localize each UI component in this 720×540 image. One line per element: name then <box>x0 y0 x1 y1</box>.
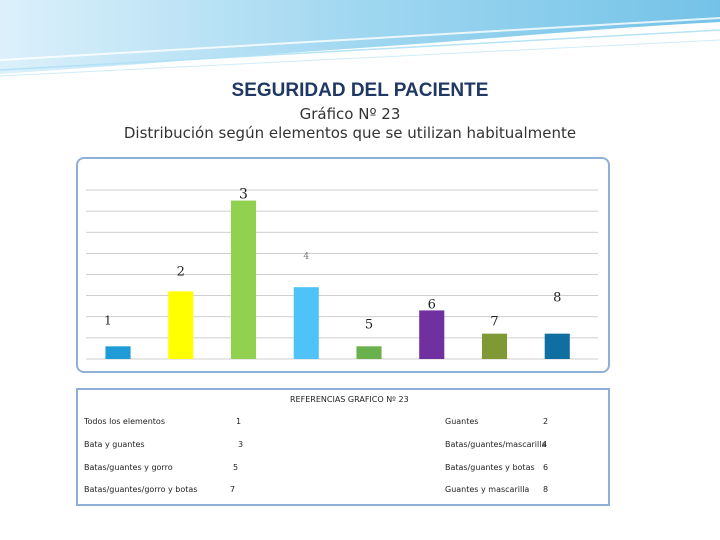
legend-number: 4 <box>542 440 548 449</box>
legend-label: Batas/guantes/gorro y botas <box>84 485 198 494</box>
chart-description: Distribución según elementos que se util… <box>123 124 577 142</box>
bar-7 <box>481 333 508 359</box>
legend-label: Guantes <box>445 417 479 426</box>
legend-number: 2 <box>543 417 549 426</box>
chart-subtitle: Gráfico Nº 23 <box>299 105 401 123</box>
legend-number: 7 <box>230 485 236 494</box>
legend-label: Guantes y mascarilla <box>445 485 530 494</box>
bar-6 <box>419 310 445 359</box>
bar-5 <box>356 346 382 359</box>
header-wave-decoration <box>0 0 720 77</box>
legend-label: Bata y guantes <box>84 440 145 449</box>
legend-number: 1 <box>236 417 242 426</box>
page-title: SEGURIDAD DEL PACIENTE <box>231 80 489 101</box>
bar-label-1: 1 <box>104 313 112 327</box>
legend-number: 3 <box>238 440 244 449</box>
bar-8 <box>544 333 570 359</box>
bar-label-5: 5 <box>365 317 373 332</box>
legend-label: Batas/guantes y gorro <box>84 463 173 472</box>
bar-2 <box>168 291 194 359</box>
legend-title: REFERENCIAS GRAFICO Nº 23 <box>290 395 409 404</box>
bar-label-6: 6 <box>428 297 436 312</box>
bar-4 <box>293 287 319 359</box>
bar-1 <box>105 346 131 359</box>
legend-number: 6 <box>543 463 549 472</box>
bar-label-4: 4 <box>303 252 309 262</box>
bar-label-8: 8 <box>553 291 561 306</box>
legend-label: Todos los elementos <box>84 417 165 426</box>
legend-box <box>76 388 610 506</box>
legend-number: 8 <box>543 485 549 494</box>
bar-label-3: 3 <box>239 187 248 203</box>
legend-label: Batas/guantes/mascarilla <box>445 440 547 449</box>
bar-label-7: 7 <box>490 315 498 330</box>
legend-label: Batas/guantes y botas <box>445 463 535 472</box>
legend-number: 5 <box>233 463 239 472</box>
chart-frame <box>76 157 610 373</box>
bar-3 <box>230 200 257 359</box>
bar-label-2: 2 <box>177 264 185 279</box>
